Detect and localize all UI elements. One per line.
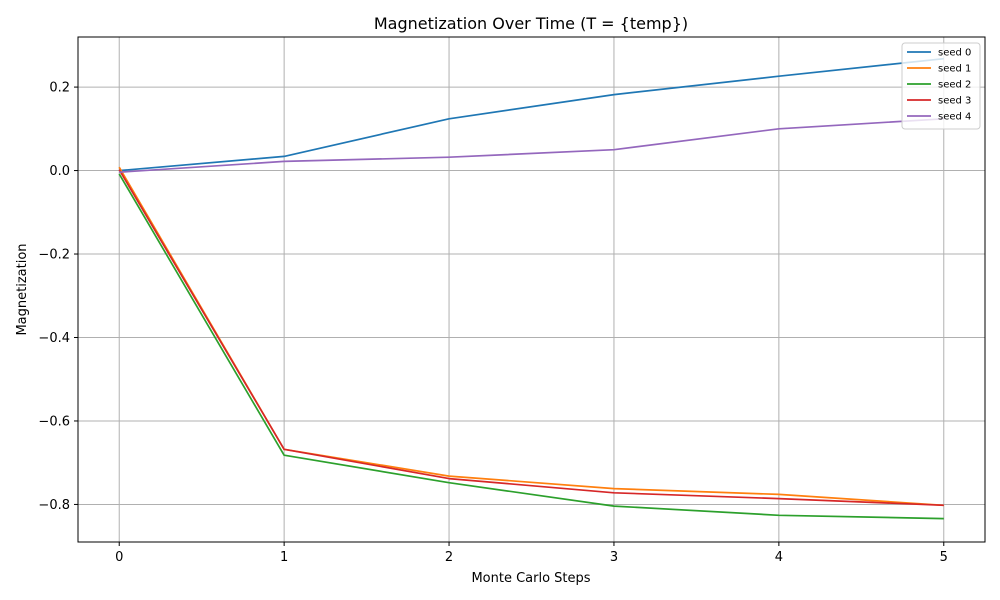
y-tick-label: 0.2 xyxy=(49,81,70,96)
series-line-seed-2 xyxy=(118,173,944,520)
x-tick-label: 2 xyxy=(445,550,453,565)
x-tick-label: 0 xyxy=(115,550,123,565)
x-axis: 0 1 2 3 4 5 xyxy=(115,542,948,565)
legend-label: seed 1 xyxy=(938,64,971,75)
x-tick-label: 5 xyxy=(940,550,948,565)
legend-label: seed 4 xyxy=(938,112,971,123)
series-lines xyxy=(118,57,944,520)
legend-label: seed 0 xyxy=(938,48,971,59)
x-tick-label: 1 xyxy=(280,550,288,565)
series-line-seed-0 xyxy=(119,57,944,172)
series-line-seed-4 xyxy=(119,117,944,174)
y-tick-label: −0.6 xyxy=(38,414,70,429)
y-tick-label: −0.8 xyxy=(38,498,70,513)
y-tick-label: −0.4 xyxy=(38,331,70,346)
x-axis-label: Monte Carlo Steps xyxy=(471,571,590,586)
y-tick-label: −0.2 xyxy=(38,248,70,263)
legend-label: seed 2 xyxy=(938,80,971,91)
x-tick-label: 4 xyxy=(775,550,783,565)
y-tick-label: 0.0 xyxy=(49,164,70,179)
x-tick-label: 3 xyxy=(610,550,618,565)
y-axis-label: Magnetization xyxy=(15,243,30,335)
series-line-seed-3 xyxy=(118,169,944,507)
plot-frame xyxy=(77,36,986,543)
y-axis: −0.8 −0.6 −0.4 −0.2 0.0 0.2 xyxy=(38,81,78,513)
legend-box xyxy=(901,42,981,130)
legend: seed 0 seed 1 seed 2 seed 3 seed 4 xyxy=(901,42,981,130)
chart-title: Magnetization Over Time (T = {temp}) xyxy=(374,14,688,33)
legend-label: seed 3 xyxy=(938,96,971,107)
